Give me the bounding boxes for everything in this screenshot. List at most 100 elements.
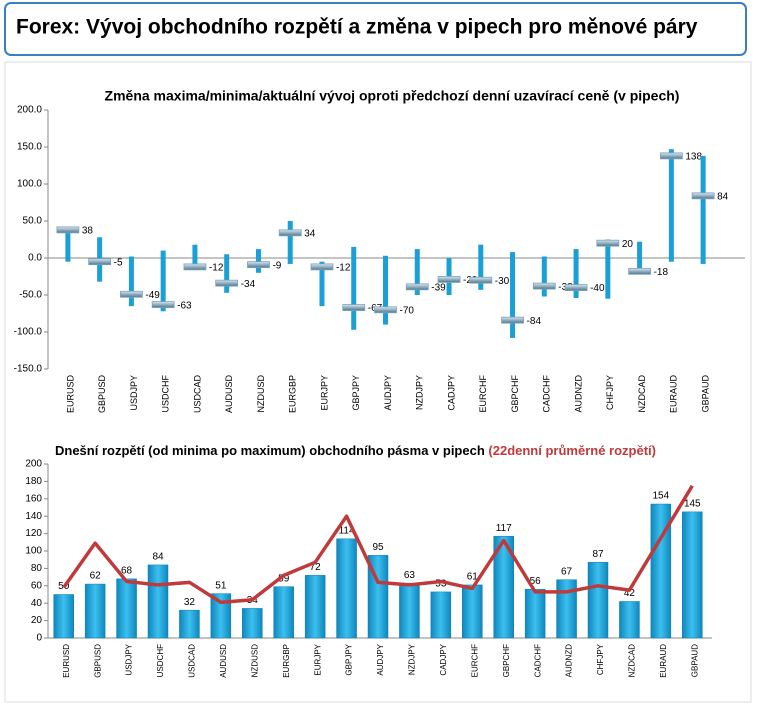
bar: [84, 583, 106, 639]
range-bar: [414, 249, 420, 295]
x-tick-label: USDCHF: [156, 644, 165, 677]
x-tick-label: CADCHF: [542, 374, 552, 412]
current-marker: [215, 279, 239, 287]
bar: [179, 609, 200, 639]
range-bar: [192, 244, 198, 270]
value-label: 117: [496, 523, 512, 534]
value-label: 34: [304, 228, 316, 239]
legend-entry: (22denní průměrné rozpětí): [488, 443, 656, 458]
value-label: 72: [310, 562, 322, 573]
y-tick-label: 100.0: [17, 179, 42, 190]
x-tick-label: GBPCHF: [502, 644, 511, 677]
range-bar: [700, 155, 706, 264]
x-tick-label: EURGBP: [282, 644, 291, 678]
x-tick-label: GBPJPY: [351, 375, 361, 411]
value-label: 42: [624, 588, 636, 599]
current-marker: [310, 263, 334, 271]
value-label: 20: [622, 239, 634, 250]
y-tick-label: 120: [25, 528, 42, 539]
value-label: 53: [435, 579, 447, 590]
value-label: 61: [467, 572, 479, 583]
y-tick-label: 180: [25, 476, 42, 487]
range-bar: [65, 226, 71, 262]
x-tick-label: EURGBP: [288, 375, 298, 413]
range-bar: [255, 249, 261, 273]
current-marker: [120, 290, 143, 298]
y-tick-label: 20: [31, 615, 43, 626]
current-marker: [374, 306, 397, 314]
range-bar: [319, 261, 325, 307]
x-tick-label: EURAUD: [659, 644, 668, 678]
current-marker: [501, 316, 524, 324]
y-tick-label: 0.0: [28, 253, 42, 264]
range-bar: [160, 250, 166, 312]
value-label: 62: [90, 571, 102, 582]
value-label: -9: [272, 260, 281, 271]
x-tick-label: EURUSD: [65, 375, 75, 414]
x-tick-label: AUDJPY: [376, 643, 385, 675]
bar: [116, 578, 137, 639]
range-bar: [351, 246, 357, 330]
current-marker: [437, 276, 461, 283]
value-label: 145: [684, 498, 701, 509]
range-bar: [637, 241, 643, 273]
y-tick-label: -50.0: [19, 290, 42, 301]
y-tick-label: 200: [25, 459, 42, 470]
x-tick-label: NZDJPY: [408, 643, 417, 675]
current-marker: [247, 261, 270, 269]
value-label: 63: [404, 570, 416, 581]
value-label: -84: [527, 316, 542, 327]
current-marker: [532, 282, 556, 290]
value-label: 95: [372, 542, 384, 553]
x-tick-label: EURJPY: [319, 375, 329, 411]
x-tick-label: GBPUSD: [97, 375, 107, 414]
x-tick-label: AUDUSD: [224, 375, 234, 414]
range-bar: [541, 256, 547, 297]
range-bar: [668, 149, 674, 262]
x-tick-label: EURUSD: [62, 644, 71, 678]
current-marker: [405, 283, 429, 291]
y-tick-label: -100.0: [14, 327, 43, 338]
bar: [367, 555, 389, 639]
range-bar: [287, 221, 293, 264]
line-series: [62, 484, 694, 605]
value-label: 87: [592, 549, 604, 560]
bar: [524, 589, 546, 639]
current-marker: [659, 152, 683, 160]
bar: [650, 503, 672, 639]
current-marker: [628, 267, 651, 275]
value-label: -5: [114, 257, 123, 268]
value-label: 68: [121, 565, 133, 576]
current-marker: [56, 226, 80, 234]
x-tick-label: GBPUSD: [93, 644, 102, 678]
value-label: 84: [152, 552, 164, 563]
x-tick-label: USDJPY: [129, 375, 139, 411]
x-tick-label: EURCHF: [478, 374, 488, 412]
current-marker: [596, 239, 620, 247]
bar: [242, 608, 263, 639]
x-tick-label: AUDJPY: [383, 375, 393, 411]
current-marker: [469, 276, 493, 284]
bar: [619, 601, 640, 639]
current-marker: [691, 192, 715, 200]
value-label: 138: [685, 152, 702, 163]
range-bar: [224, 254, 230, 293]
x-tick-label: USDCAD: [192, 375, 202, 414]
x-tick-label: GBPJPY: [345, 643, 354, 675]
bar: [304, 575, 326, 639]
x-tick-label: EURCHF: [470, 644, 479, 677]
value-label: 38: [82, 226, 94, 237]
bar: [53, 594, 74, 639]
x-tick-label: CADCHF: [533, 644, 542, 677]
y-tick-label: 100: [25, 546, 42, 557]
value-label: -63: [177, 300, 192, 311]
x-tick-label: CHFJPY: [605, 375, 615, 410]
y-tick-label: 50.0: [23, 216, 43, 227]
value-label: 32: [184, 597, 196, 608]
x-tick-label: NZDCAD: [628, 644, 637, 678]
x-tick-label: CADJPY: [446, 375, 456, 411]
x-tick-label: USDJPY: [125, 643, 134, 675]
value-label: -30: [495, 276, 510, 287]
